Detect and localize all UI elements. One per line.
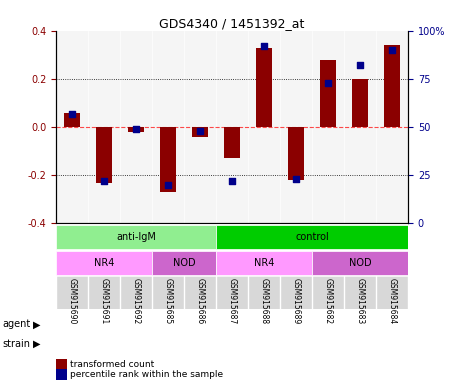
Bar (128, 127, 144, 132)
Text: GSM915691: GSM915691 (100, 278, 109, 324)
Point (325, 80, 332, 86)
Text: GSM915683: GSM915683 (356, 278, 364, 324)
Text: control: control (295, 232, 329, 242)
Bar (352, 79, 368, 127)
Text: percentile rank within the sample: percentile rank within the sample (70, 370, 223, 379)
Text: ▶: ▶ (33, 319, 40, 329)
Point (197, 128, 204, 134)
Text: GSM915686: GSM915686 (196, 278, 204, 324)
FancyBboxPatch shape (56, 225, 216, 249)
Point (132, 126, 140, 132)
Text: agent: agent (2, 319, 30, 329)
Text: anti-IgM: anti-IgM (116, 232, 156, 242)
Point (165, 182, 172, 188)
Point (388, 47, 396, 53)
Point (260, 43, 268, 49)
Bar (64, 113, 80, 127)
Text: NR4: NR4 (254, 258, 274, 268)
Point (100, 178, 108, 184)
FancyBboxPatch shape (216, 251, 312, 275)
Text: GSM915684: GSM915684 (387, 278, 397, 324)
Text: GSM915692: GSM915692 (132, 278, 141, 324)
Point (356, 62, 364, 68)
FancyBboxPatch shape (56, 251, 152, 275)
Text: transformed count: transformed count (70, 360, 155, 369)
Bar (96, 127, 112, 182)
FancyBboxPatch shape (312, 251, 408, 275)
Bar (320, 60, 336, 127)
Point (228, 178, 236, 184)
Bar (288, 127, 304, 180)
Title: GDS4340 / 1451392_at: GDS4340 / 1451392_at (159, 17, 305, 30)
Bar (160, 127, 176, 192)
Point (292, 176, 300, 182)
Text: GSM915689: GSM915689 (292, 278, 301, 324)
Text: strain: strain (2, 339, 30, 349)
FancyBboxPatch shape (216, 225, 408, 249)
Text: NOD: NOD (349, 258, 371, 268)
Text: GSM915690: GSM915690 (68, 278, 77, 324)
Point (68, 111, 76, 117)
Bar (192, 127, 208, 137)
FancyBboxPatch shape (152, 251, 216, 275)
Text: NR4: NR4 (94, 258, 114, 268)
Text: NOD: NOD (173, 258, 196, 268)
Bar (224, 127, 240, 159)
Text: GSM915685: GSM915685 (164, 278, 173, 324)
Text: ▶: ▶ (33, 339, 40, 349)
Text: GSM915688: GSM915688 (260, 278, 269, 324)
Text: GSM915687: GSM915687 (227, 278, 237, 324)
Bar (384, 45, 400, 127)
Bar (256, 48, 272, 127)
Text: GSM915682: GSM915682 (324, 278, 333, 324)
